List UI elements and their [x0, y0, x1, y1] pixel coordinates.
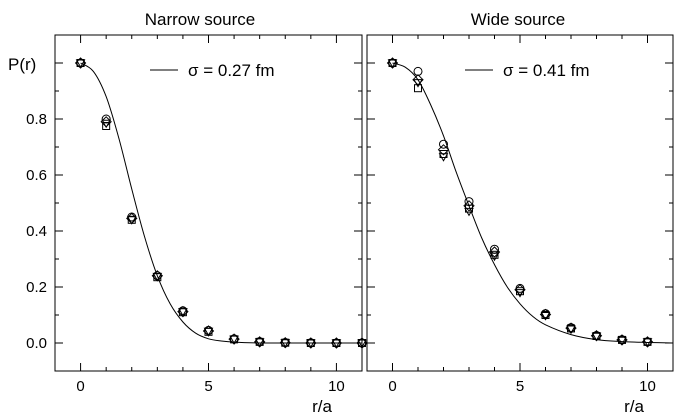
- x-tick-label: 5: [204, 378, 212, 395]
- data-point-circle: [464, 197, 474, 207]
- panel-wide-source: Wide source r/a σ = 0.41 fm 0 5 10: [366, 10, 674, 416]
- data-point-triangle: [540, 312, 551, 321]
- data-point-triangle: [387, 59, 398, 69]
- series-triangle: [387, 59, 653, 347]
- data-point-triangle: [617, 336, 627, 346]
- fit-curve: [392, 62, 674, 344]
- data-point-triangle: [75, 59, 86, 69]
- y-tick-label: 0.2: [26, 279, 47, 296]
- data-point-triangle: [229, 335, 239, 345]
- data-point-diamond: [437, 144, 450, 156]
- series-circle: [76, 58, 367, 348]
- data-point-triangle: [566, 325, 576, 335]
- panel-title: Narrow source: [145, 10, 256, 29]
- x-axis-label: r/a: [624, 397, 644, 416]
- legend-label: σ = 0.41 fm: [503, 61, 590, 80]
- y-axis-label: P(r): [8, 55, 36, 74]
- x-tick-label: 5: [516, 378, 524, 395]
- data-point-circle: [439, 139, 448, 149]
- data-point-triangle: [178, 308, 188, 317]
- data-point-triangle: [203, 327, 214, 337]
- x-tick-label: 0: [388, 378, 396, 395]
- data-point-triangle: [126, 216, 137, 225]
- data-point-triangle: [413, 79, 423, 88]
- data-point-triangle: [331, 339, 342, 349]
- data-point-triangle: [489, 252, 500, 262]
- data-point-triangle: [464, 207, 474, 217]
- series-triangle: [75, 59, 367, 349]
- panel-narrow-source: Narrow source P(r) r/a σ = 0.27 fm 0 5 10 0…: [8, 10, 368, 416]
- x-tick-label: 0: [76, 378, 84, 395]
- series-diamond: [74, 57, 368, 349]
- plot-frame: [366, 34, 674, 372]
- x-tick-label: 10: [328, 378, 345, 395]
- data-point-triangle: [438, 153, 449, 162]
- data-point-diamond: [488, 246, 501, 258]
- data-point-square: [567, 324, 575, 333]
- data-point-triangle: [152, 272, 163, 282]
- data-point-triangle: [591, 332, 602, 342]
- legend-label: σ = 0.27 fm: [188, 61, 275, 80]
- data-point-diamond: [412, 74, 424, 86]
- x-axis-label: r/a: [312, 397, 332, 416]
- data-point-triangle: [515, 289, 525, 298]
- data-point-square: [102, 122, 111, 130]
- series-square: [388, 59, 652, 346]
- data-point-triangle: [101, 119, 112, 129]
- data-point-triangle: [254, 338, 265, 347]
- data-point-diamond: [463, 200, 475, 212]
- series-circle: [388, 58, 652, 347]
- data-point-triangle: [280, 339, 291, 348]
- series-square: [76, 59, 366, 347]
- data-point-triangle: [357, 339, 367, 349]
- data-point-diamond: [514, 284, 526, 296]
- fit-curve: [80, 62, 362, 344]
- y-tick-label: 0.0: [26, 335, 47, 352]
- data-point-square: [541, 311, 550, 319]
- data-point-triangle: [305, 339, 316, 349]
- data-point-triangle: [642, 338, 653, 347]
- y-tick-label: 0.8: [26, 111, 47, 128]
- x-tick-label: 10: [639, 378, 656, 395]
- panel-title: Wide source: [471, 10, 565, 29]
- y-tick-label: 0.6: [26, 167, 47, 184]
- y-tick-label: 0.4: [26, 223, 47, 240]
